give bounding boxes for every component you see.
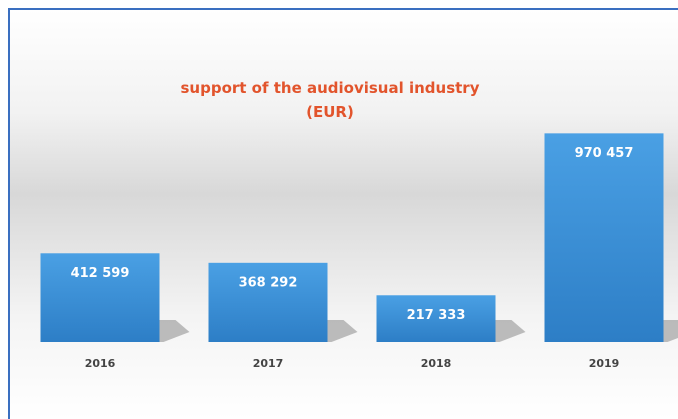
bar (544, 133, 664, 342)
bar-shadow (327, 320, 358, 342)
bar-shadow (495, 320, 526, 342)
bar (376, 295, 496, 342)
chart-title: support of the audiovisual industry (EUR… (180, 79, 480, 121)
bar (208, 262, 328, 342)
value-label: 970 457 (575, 146, 634, 161)
x-tick-label: 2016 (85, 357, 116, 370)
x-tick-label: 2017 (253, 357, 284, 370)
value-label: 412 599 (71, 266, 130, 281)
value-label: 368 292 (239, 275, 298, 290)
bar (40, 253, 160, 342)
bar-shadow (159, 320, 190, 342)
x-tick-label: 2018 (421, 357, 452, 370)
frame (8, 8, 678, 419)
x-tick-label: 2019 (589, 357, 620, 370)
bar-shadow (663, 320, 678, 342)
value-label: 217 333 (407, 308, 466, 323)
